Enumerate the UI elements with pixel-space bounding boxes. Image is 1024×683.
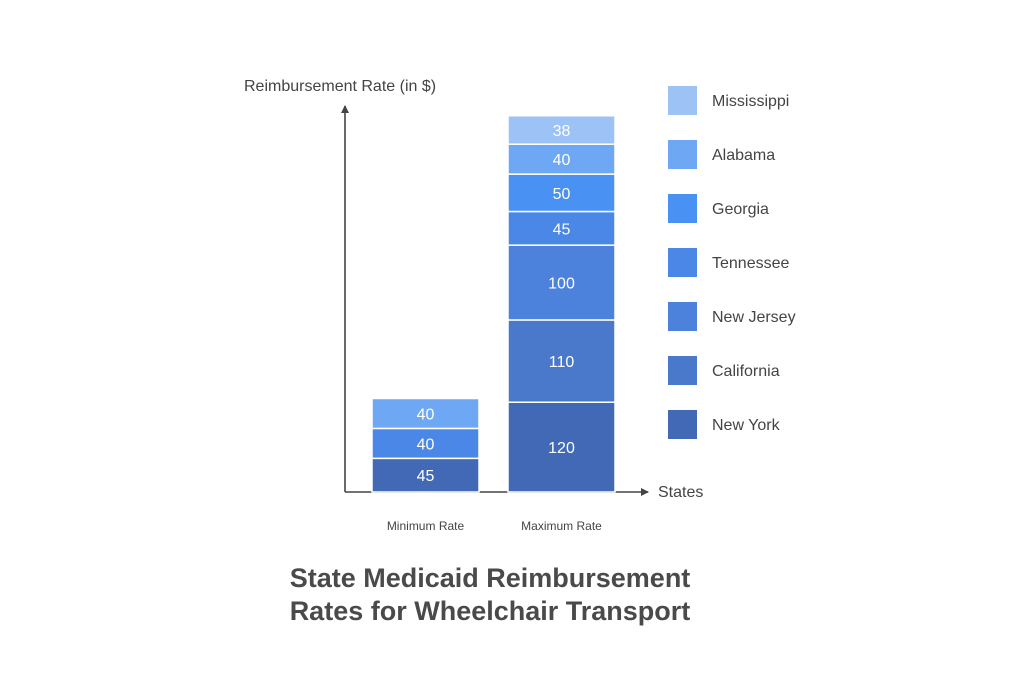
legend-label: Alabama [712, 147, 775, 164]
data-label: 45 [417, 468, 435, 485]
y-axis-label: Reimbursement Rate (in $) [244, 78, 436, 95]
legend-swatch [668, 302, 697, 331]
bar-segment [371, 457, 480, 493]
legend-swatch [668, 194, 697, 223]
bar-segment [507, 319, 616, 403]
data-label: 40 [417, 436, 435, 453]
legend-label: Georgia [712, 201, 769, 218]
legend-label: Tennessee [712, 255, 789, 272]
legend-swatch [668, 140, 697, 169]
legend-swatch [668, 356, 697, 385]
legend-label: New Jersey [712, 309, 796, 326]
data-label: 45 [553, 221, 571, 238]
x-axis-label: States [658, 484, 703, 501]
legend-label: California [712, 363, 780, 380]
data-label: 50 [553, 186, 571, 203]
legend-label: New York [712, 417, 781, 434]
bar-segment [507, 173, 616, 213]
bar-segment [507, 115, 616, 145]
bar-segment [507, 143, 616, 175]
data-label: 110 [549, 354, 575, 371]
data-label: 100 [548, 276, 575, 293]
legend-swatch [668, 248, 697, 277]
data-label: 40 [417, 406, 435, 423]
legend-swatch [668, 86, 697, 115]
data-label: 40 [553, 152, 571, 169]
category-label: Maximum Rate [521, 519, 602, 533]
data-label: 38 [553, 123, 571, 140]
bar-segment [371, 427, 480, 460]
bar-segment [371, 397, 480, 430]
chart-title-line-2: Rates for Wheelchair Transport [289, 596, 691, 626]
data-label: 120 [548, 440, 575, 457]
category-label: Minimum Rate [387, 519, 465, 533]
legend-swatch [668, 410, 697, 439]
chart-title: State Medicaid Reimbursement Rates for W… [0, 562, 980, 628]
legend-label: Mississippi [712, 93, 789, 110]
chart-title-line-1: State Medicaid Reimbursement [289, 563, 691, 593]
